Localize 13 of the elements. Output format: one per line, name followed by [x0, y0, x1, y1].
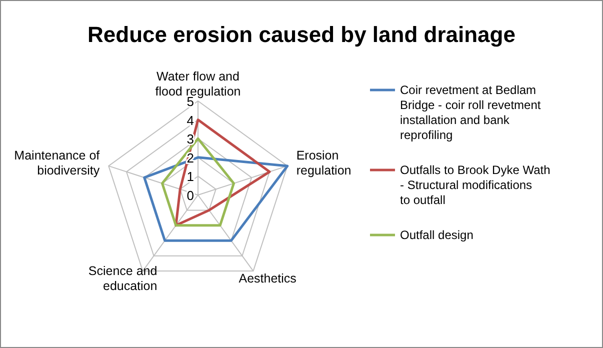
- y-tick-label: 4: [186, 112, 194, 128]
- y-tick-label: 1: [186, 169, 194, 184]
- spoke-label: Aesthetics: [238, 272, 296, 286]
- legend-label: Outfalls to Brook Dyke Wath - Structural modifications to outfall: [400, 163, 550, 207]
- y-tick-label: 0: [186, 188, 194, 203]
- chart-title: Reduce erosion caused by land drainage: [88, 22, 516, 47]
- legend-label: Coir revetment at Bedlam Bridge - coir roll revetment installation and bank reprofiling: [400, 83, 542, 142]
- spoke-label: Science and education: [88, 264, 158, 294]
- y-tick-label: 2: [186, 150, 194, 166]
- spoke-label: Erosion regulation: [296, 148, 352, 178]
- spoke-label: Maintenance of biodiversity: [14, 148, 100, 178]
- spoke-label: Water flow and flood regulation: [155, 70, 241, 99]
- legend-label: Outfall design: [400, 228, 474, 242]
